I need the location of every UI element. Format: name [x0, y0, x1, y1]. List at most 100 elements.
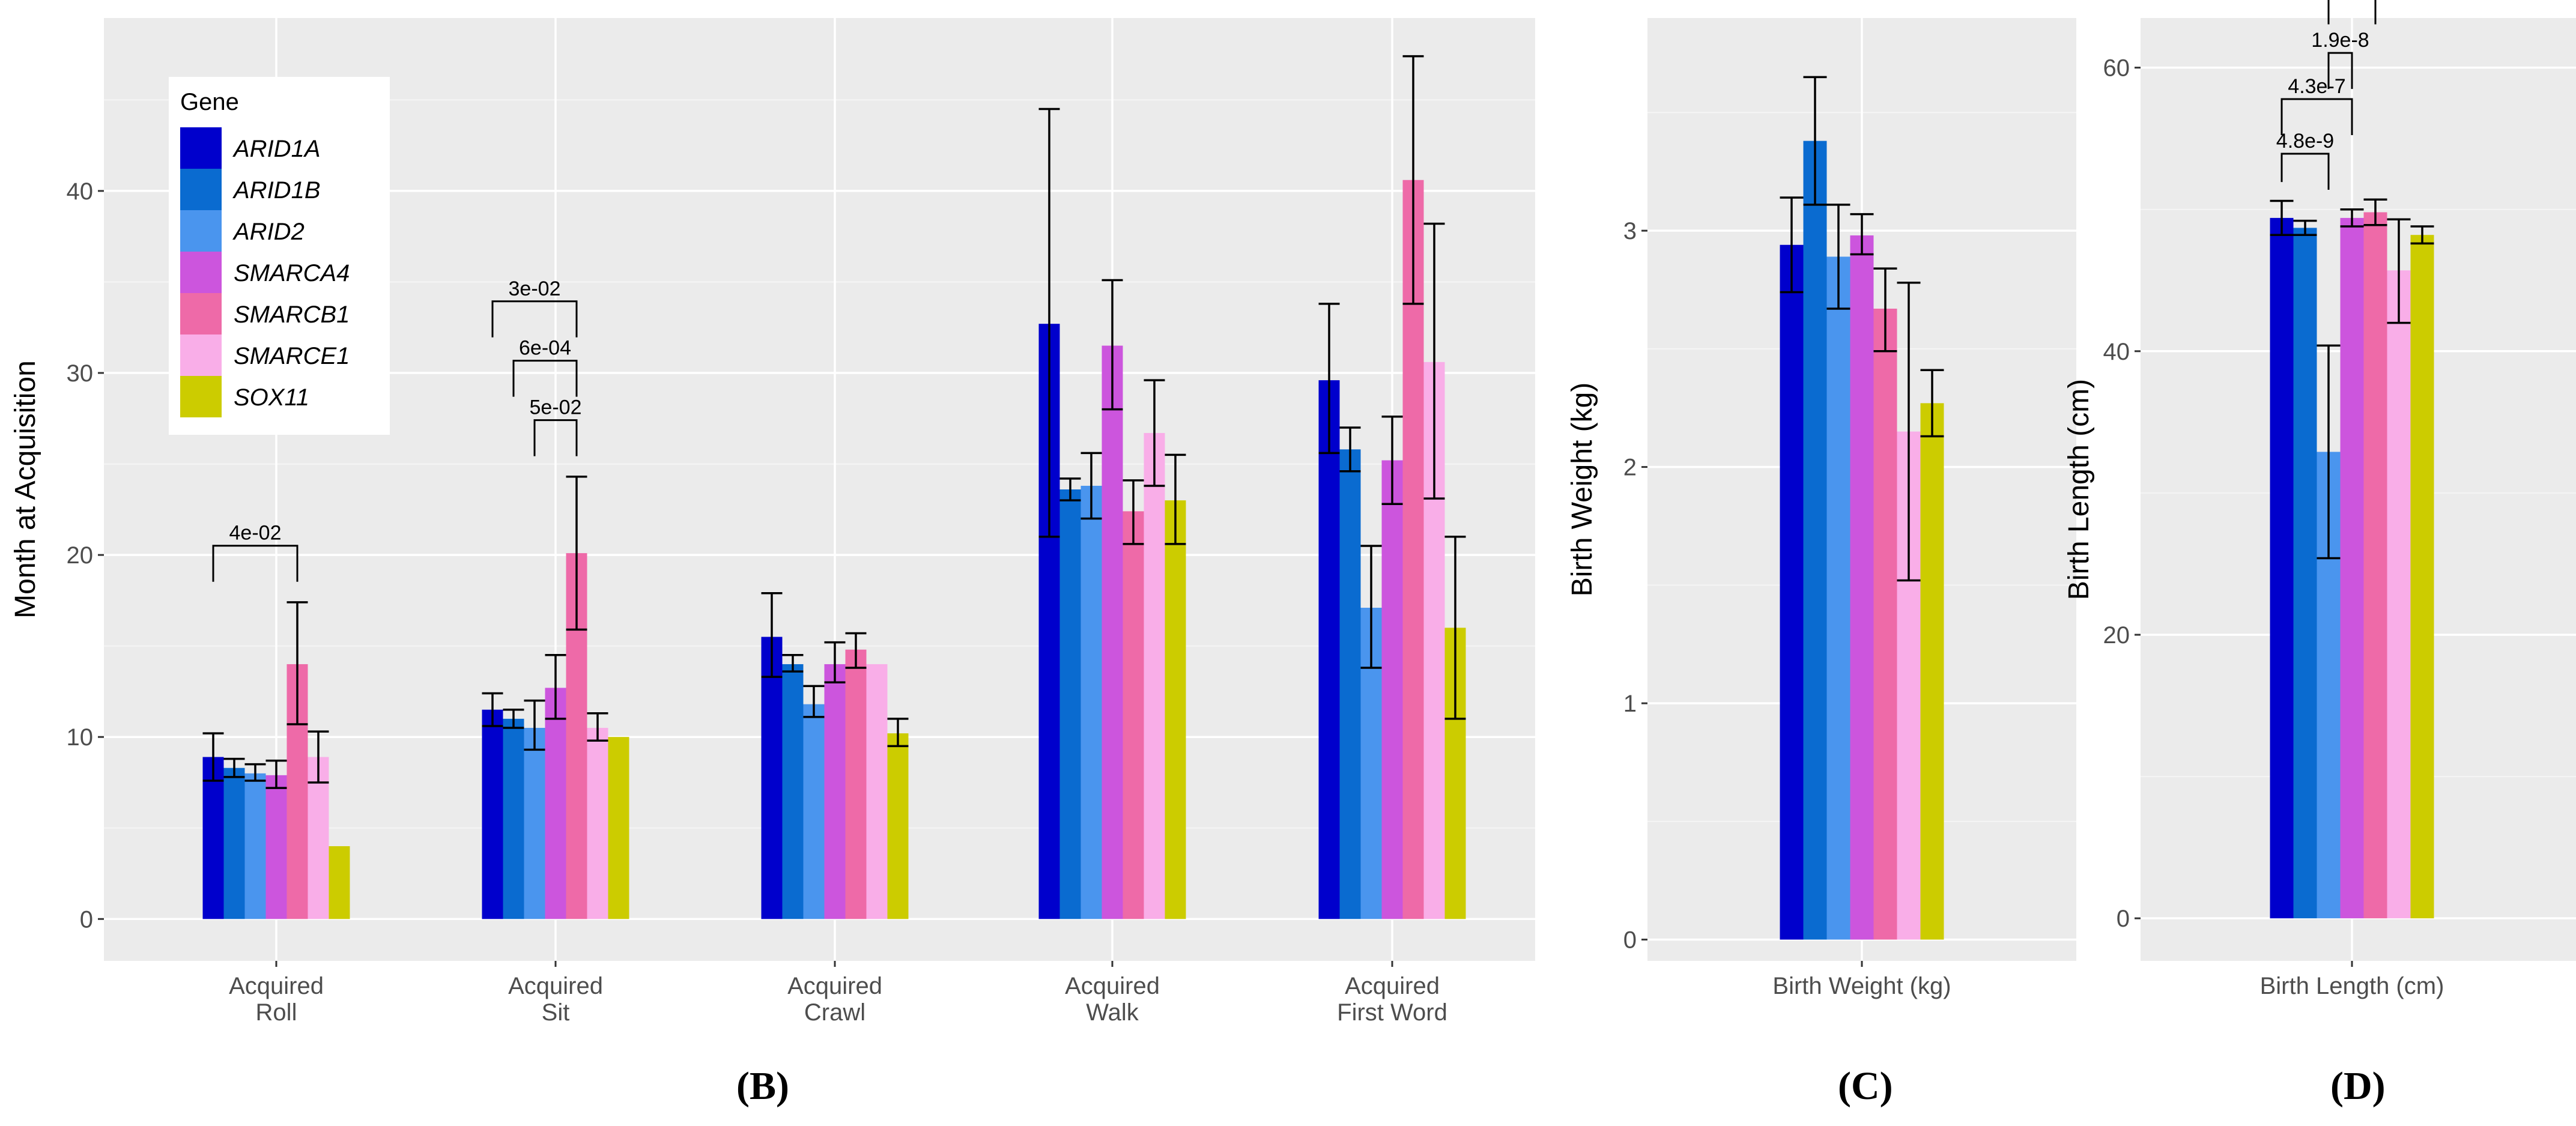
- error-bar: [887, 718, 909, 748]
- bar-smarce1: [866, 664, 888, 919]
- bar-smarce1: [1144, 433, 1165, 919]
- y-tick-label: 40: [2103, 339, 2130, 365]
- bar-arid2: [1826, 256, 1850, 940]
- panel-label: (D): [2330, 1064, 2386, 1108]
- x-tick-label: Acquired: [787, 973, 882, 999]
- bar-smarcb1: [1873, 308, 1897, 940]
- x-tick-label: Walk: [1086, 999, 1139, 1026]
- p-value-label: 4e-02: [229, 522, 282, 545]
- y-tick-label: 20: [67, 542, 94, 569]
- bar-arid1a: [1780, 244, 1804, 940]
- y-axis-title: Birth Length (cm): [2063, 379, 2095, 600]
- bar-smarcb1: [845, 649, 867, 919]
- legend-swatch: [180, 169, 222, 210]
- significance-bracket: 4.8e-9: [2276, 130, 2334, 190]
- y-axis-title: Birth Weight (kg): [1566, 383, 1598, 597]
- error-bar: [2293, 219, 2317, 236]
- error-bar: [587, 712, 608, 742]
- bracket-line: [512, 360, 578, 397]
- error-bar: [1381, 416, 1403, 505]
- p-value-label: 3e-02: [509, 277, 561, 300]
- error-bar: [1080, 452, 1102, 520]
- bar-arid2: [803, 704, 825, 919]
- error-bar: [761, 592, 783, 678]
- error-bar: [2270, 199, 2294, 236]
- p-value-label: 4.3e-7: [2288, 75, 2345, 98]
- y-tick-label: 2: [1623, 455, 1637, 481]
- x-tick-label: Acquired: [508, 973, 603, 999]
- bar-arid2: [524, 728, 545, 919]
- error-bar: [1339, 426, 1361, 473]
- bracket-line: [2327, 52, 2353, 89]
- significance-bracket: 6e-04: [512, 337, 578, 397]
- error-bar: [1144, 379, 1165, 487]
- bar-smarce1: [308, 757, 329, 919]
- error-bar: [1102, 279, 1123, 411]
- y-tick-label: 0: [1623, 927, 1637, 954]
- bar-smarca4: [545, 688, 566, 919]
- p-value-label: 1.9e-8: [2311, 29, 2369, 52]
- bar-smarca4: [2340, 217, 2364, 919]
- error-bar: [1402, 55, 1424, 305]
- y-tick-label: 60: [2103, 55, 2130, 82]
- bar-arid1a: [1318, 380, 1340, 919]
- error-bar: [1059, 477, 1081, 501]
- bar-arid2: [1080, 485, 1102, 919]
- p-value-label: 4.8e-9: [2276, 130, 2334, 153]
- bar-smarce1: [587, 728, 608, 919]
- error-bar: [1318, 303, 1340, 455]
- x-tick-label: Sit: [542, 999, 570, 1026]
- error-bar: [1360, 545, 1382, 669]
- bracket-line: [533, 419, 578, 456]
- y-tick-label: 3: [1623, 218, 1637, 244]
- legend-label: SMARCE1: [234, 343, 350, 369]
- error-bar: [1423, 222, 1445, 500]
- error-bar: [244, 763, 266, 782]
- bar-smarcb1: [2363, 212, 2387, 919]
- error-bar: [1803, 76, 1827, 206]
- error-bar: [566, 476, 587, 631]
- error-bar: [286, 601, 308, 725]
- y-tick-label: 1: [1623, 691, 1637, 717]
- p-value-label: 6e-04: [519, 337, 571, 360]
- bar-smarca4: [1381, 460, 1403, 919]
- significance-bracket: 1.9e-8: [2311, 29, 2369, 89]
- x-tick-label: Birth Length (cm): [2260, 973, 2444, 999]
- legend-item-smarce1: SMARCE1: [180, 334, 350, 376]
- error-bar: [202, 732, 224, 782]
- bar-arid1a: [2270, 217, 2294, 919]
- error-bar: [265, 759, 287, 789]
- bar-sox11: [1165, 500, 1186, 919]
- y-tick-label: 20: [2103, 622, 2130, 649]
- chart-panel-2: 0 1 2 3 Birth Weight (kg) Birth Weight (kg) (C…: [1566, 18, 2076, 1108]
- error-bar: [824, 641, 846, 684]
- bar-sox11: [608, 737, 629, 919]
- error-bar: [503, 708, 524, 729]
- legend-item-sox11: SOX11: [180, 376, 309, 417]
- legend-label: ARID1A: [232, 136, 321, 162]
- legend-item-arid1b: ARID1B: [180, 169, 321, 210]
- error-bar: [1850, 213, 1874, 256]
- x-tick-label: Crawl: [804, 999, 865, 1026]
- error-bar: [1444, 536, 1466, 720]
- error-bar: [2387, 218, 2411, 324]
- p-value-label: 5e-02: [530, 396, 582, 419]
- bar-smarca4: [1102, 345, 1123, 919]
- error-bar: [2340, 208, 2364, 228]
- panel-label: (B): [736, 1064, 789, 1108]
- x-tick-label: Roll: [256, 999, 297, 1026]
- y-tick-label: 40: [67, 178, 94, 205]
- legend-item-arid1a: ARID1A: [180, 127, 321, 169]
- error-bar: [1780, 196, 1804, 294]
- legend-label: SMARCB1: [234, 301, 350, 328]
- legend-label: ARID2: [232, 219, 305, 245]
- legend-swatch: [180, 376, 222, 417]
- legend-swatch: [180, 334, 222, 376]
- legend-label: SOX11: [234, 384, 309, 411]
- error-bar: [524, 699, 545, 751]
- error-bar: [545, 654, 566, 720]
- bar-sox11: [1920, 403, 1944, 940]
- error-bar: [2410, 225, 2434, 245]
- legend-item-smarca4: SMARCA4: [180, 252, 350, 293]
- y-axis-title: Month at Acquisition: [10, 360, 41, 619]
